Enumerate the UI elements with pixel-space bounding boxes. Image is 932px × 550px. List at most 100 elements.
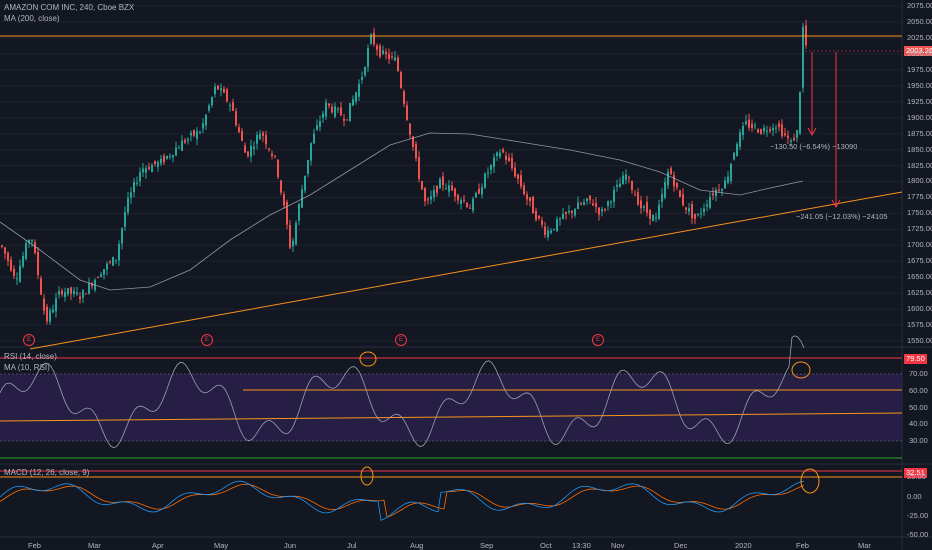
candle-body — [754, 125, 756, 127]
candle-body — [241, 131, 243, 141]
candle-body — [688, 208, 690, 212]
candle-body — [277, 159, 279, 178]
candle-body — [580, 203, 582, 205]
candle-body — [61, 290, 63, 295]
candle-body — [412, 136, 414, 147]
candle-body — [244, 145, 246, 153]
candle-body — [805, 25, 807, 46]
earnings-marker-icon[interactable]: E — [395, 334, 407, 346]
candle-body — [271, 153, 273, 156]
candle-body — [328, 103, 330, 106]
candle-body — [625, 174, 627, 181]
candle-body — [430, 196, 432, 200]
time-tick-label: Feb — [796, 541, 809, 550]
candle-body — [115, 259, 117, 261]
price-tick-label: 2075.00 — [907, 1, 932, 10]
candle-body — [706, 204, 708, 207]
candle-body — [649, 209, 651, 219]
candle-body — [631, 181, 633, 191]
candle-body — [79, 296, 81, 300]
candle-body — [739, 132, 741, 147]
price-tick-label: 1625.00 — [907, 288, 932, 298]
candle-body — [220, 88, 222, 91]
candle-body — [250, 145, 252, 157]
candle-body — [304, 175, 306, 191]
arrow-head — [807, 127, 817, 137]
price-tick-label: 1700.00 — [907, 240, 932, 250]
price-tick-label: 1650.00 — [907, 272, 932, 282]
earnings-marker-icon[interactable]: E — [23, 334, 35, 346]
candle-body — [472, 198, 474, 211]
price-tick-label: 1575.00 — [907, 320, 932, 330]
candle-body — [169, 155, 171, 157]
candle-body — [208, 105, 210, 111]
macd-indicator-label[interactable]: MACD (12, 26, close, 9) — [4, 468, 90, 477]
measure-label-1[interactable]: −130.50 (−6.54%) −13090 — [770, 142, 858, 151]
time-tick-label: Feb — [28, 541, 41, 550]
candle-body — [136, 182, 138, 184]
candle-body — [379, 45, 381, 57]
measure-label-2[interactable]: −241.05 (−12.03%) −24105 — [796, 212, 888, 221]
price-tick-label: 1825.00 — [907, 160, 932, 170]
time-tick-label: May — [214, 541, 229, 550]
candle-body — [796, 130, 798, 139]
candle-body — [73, 290, 75, 295]
ma-200-line — [0, 132, 804, 291]
ma-indicator-label[interactable]: MA (200, close) — [4, 14, 60, 23]
candle-body — [148, 166, 150, 170]
candle-body — [526, 194, 528, 200]
rsi-indicator-label[interactable]: RSI (14, close) — [4, 352, 57, 361]
candle-body — [142, 168, 144, 173]
price-tick-label: 2050.00 — [907, 16, 932, 26]
candle-body — [655, 217, 657, 219]
candle-body — [793, 138, 795, 141]
candle-body — [313, 133, 315, 144]
price-tick-label: 1550.00 — [907, 336, 932, 345]
candle-body — [22, 255, 24, 267]
rsi-current-tag: 79.50 — [904, 354, 927, 364]
candle-body — [766, 130, 768, 132]
candle-body — [730, 163, 732, 181]
macd-tick-label: 25.00 — [907, 472, 926, 481]
candle-body — [364, 67, 366, 76]
candle-body — [514, 167, 516, 177]
candle-body — [490, 164, 492, 170]
candle-body — [703, 208, 705, 213]
arrow-head — [831, 199, 841, 209]
earnings-marker-icon[interactable]: E — [592, 334, 604, 346]
candle-body — [673, 175, 675, 187]
candle-body — [751, 123, 753, 129]
candle-body — [226, 89, 228, 102]
candle-body — [451, 185, 453, 191]
candle-body — [577, 202, 579, 210]
rsi-ma-label[interactable]: MA (10, RSI) — [4, 363, 50, 372]
candle-body — [745, 121, 747, 125]
candle-body — [403, 91, 405, 105]
candle-body — [223, 88, 225, 93]
candle-body — [82, 290, 84, 298]
candle-body — [721, 189, 723, 191]
macd-current-tag: 32.51 — [904, 468, 927, 478]
candle-body — [127, 197, 129, 213]
candle-body — [157, 161, 159, 167]
candle-body — [340, 107, 342, 116]
candle-body — [391, 56, 393, 58]
candle-body — [310, 142, 312, 161]
candle-body — [481, 187, 483, 195]
candle-body — [682, 194, 684, 206]
candle-body — [4, 247, 6, 254]
price-tick-label: 2000.00 — [907, 48, 932, 58]
candle-body — [40, 278, 42, 295]
candle-body — [337, 108, 339, 110]
candle-body — [85, 293, 87, 295]
candle-body — [628, 177, 630, 179]
earnings-marker-icon[interactable]: E — [201, 334, 213, 346]
candle-body — [175, 147, 177, 156]
candle-body — [496, 152, 498, 157]
candle-body — [361, 76, 363, 80]
time-tick-label: Dec — [674, 541, 688, 550]
time-tick-label: Sep — [480, 541, 494, 550]
candle-body — [211, 97, 213, 106]
candle-body — [187, 138, 189, 141]
